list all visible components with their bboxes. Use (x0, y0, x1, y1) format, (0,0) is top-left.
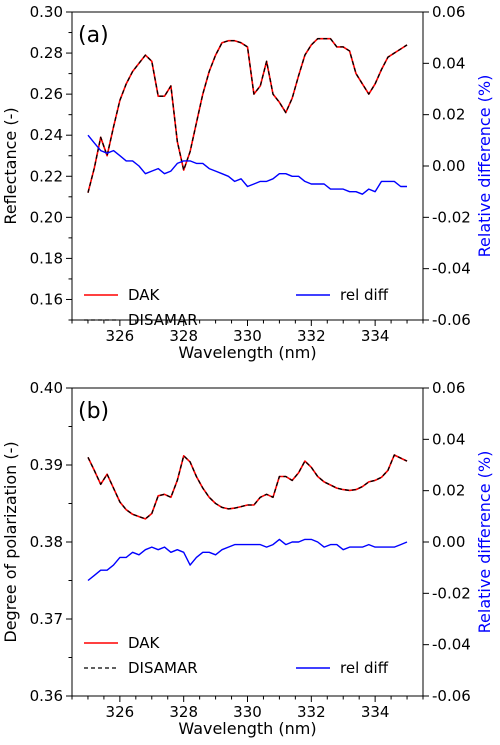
y-tick-label: 0.16 (30, 290, 63, 308)
x-tick-label: 328 (169, 703, 198, 721)
y2-tick-label: 0.00 (432, 157, 465, 175)
legend-label-disamar: DISAMAR (128, 659, 198, 677)
series-disamar (87, 38, 408, 193)
panel-a: 326 328 330 332 334 0.16 0.18 0.20 0.22 0.24 0.26 0… (1, 3, 494, 362)
legend-label-rel-diff: rel diff (340, 286, 389, 304)
legend: DAK DISAMAR rel diff (84, 286, 389, 329)
x-tick-label: 334 (361, 327, 390, 345)
series-dak (87, 37, 408, 193)
legend-label-dak: DAK (128, 634, 161, 652)
x-tick-label: 332 (297, 703, 326, 721)
y2-tick-label: -0.04 (432, 260, 471, 278)
x-tick-label: 326 (106, 703, 135, 721)
y2-tick-label: 0.02 (432, 482, 465, 500)
legend-label-rel-diff: rel diff (340, 659, 389, 677)
panel-label: (b) (78, 399, 109, 424)
y-tick-label: 0.37 (30, 610, 63, 628)
panel-b: 326 328 330 332 334 0.36 0.37 0.38 0.39 0.40 -0.06… (1, 379, 494, 738)
y-tick-label: 0.30 (30, 3, 63, 21)
y2-tick-label: -0.02 (432, 208, 471, 226)
x-tick-label: 326 (106, 327, 135, 345)
x-tick-label: 330 (233, 703, 262, 721)
series-disamar (87, 454, 408, 520)
y2-axis-label: Relative difference (%) (475, 75, 494, 258)
y2-tick-label: 0.06 (432, 3, 465, 21)
y-axis-label: Reflectance (-) (1, 107, 20, 224)
y-tick-label: 0.20 (30, 208, 63, 226)
plot-frame (71, 387, 424, 697)
y-tick-label: 0.22 (30, 167, 63, 185)
y2-tick-label: -0.02 (432, 584, 471, 602)
y-tick-label: 0.38 (30, 533, 63, 551)
y2-tick-label: -0.06 (432, 687, 471, 705)
y-axis-label: Degree of polarization (-) (1, 441, 20, 642)
y2-tick-label: 0.00 (432, 533, 465, 551)
x-tick-label: 328 (169, 327, 198, 345)
x-tick-label: 332 (297, 327, 326, 345)
y-tick-label: 0.39 (30, 456, 63, 474)
series-rel-diff (87, 538, 408, 582)
y-tick-label: 0.40 (30, 379, 63, 397)
y-tick-label: 0.26 (30, 85, 63, 103)
y2-tick-label: 0.04 (432, 430, 465, 448)
plot-frame (71, 11, 424, 321)
series-dak (87, 454, 408, 520)
x-tick-label: 334 (361, 703, 390, 721)
x-tick-label: 330 (233, 327, 262, 345)
legend-label-dak: DAK (128, 286, 161, 304)
panel-label: (a) (78, 23, 109, 48)
legend-label-disamar: DISAMAR (128, 311, 198, 329)
y-tick-label: 0.28 (30, 44, 63, 62)
series-rel-diff (87, 134, 407, 195)
y2-tick-label: -0.06 (432, 311, 471, 329)
x-axis-label: Wavelength (nm) (178, 343, 316, 362)
y2-tick-label: 0.04 (432, 54, 465, 72)
y-tick-label: 0.18 (30, 249, 63, 267)
y2-tick-label: -0.04 (432, 636, 471, 654)
y2-tick-label: 0.02 (432, 106, 465, 124)
legend: DAK DISAMAR rel diff (84, 634, 389, 677)
y2-axis-label: Relative difference (%) (475, 451, 494, 634)
y-tick-label: 0.36 (30, 687, 63, 705)
y-tick-label: 0.24 (30, 126, 63, 144)
y2-tick-label: 0.06 (432, 379, 465, 397)
x-axis-label: Wavelength (nm) (178, 719, 316, 738)
